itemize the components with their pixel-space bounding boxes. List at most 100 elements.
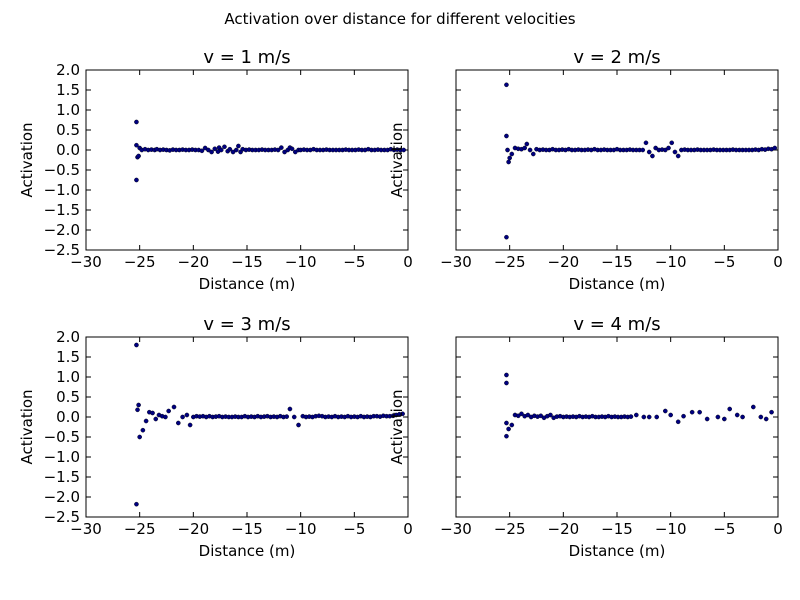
data-point	[134, 177, 139, 183]
data-point	[697, 409, 702, 415]
subplot-2: v = 2 m/s −30 −25 −20 −15 −10 −5 0 Distance (m) A…	[388, 47, 783, 293]
subplot-title: v = 2 m/s	[573, 47, 660, 68]
subplot-1: v = 1 m/s −30 −25 −20 −15 −10 −5 0 2.0 1.5 1.0 0.5 0…	[18, 47, 413, 293]
data-point	[509, 151, 515, 157]
y-tick-label: −1.5	[44, 468, 80, 486]
data-point	[522, 145, 527, 151]
x-tick-label: −10	[655, 253, 687, 271]
data-point	[140, 427, 146, 433]
data-point	[666, 145, 671, 151]
data-point	[763, 416, 769, 422]
data-point	[212, 146, 218, 152]
data-point	[137, 434, 142, 440]
x-tick-label: −25	[124, 253, 156, 271]
x-tick-label: −5	[343, 520, 365, 538]
data-point	[772, 145, 778, 151]
data-point	[233, 147, 239, 153]
data-point	[530, 151, 536, 157]
y-tick-label: −0.5	[44, 428, 80, 446]
axes-frame	[85, 69, 409, 251]
data-point	[134, 119, 139, 125]
scatter-series	[134, 342, 405, 507]
y-tick-label: −2.0	[44, 488, 80, 506]
x-tick-label: −10	[285, 253, 317, 271]
y-tick-label: −0.5	[44, 161, 80, 179]
data-point	[519, 411, 524, 417]
x-tick-label: −5	[713, 253, 735, 271]
x-axis-label: Distance (m)	[199, 275, 296, 293]
x-tick-label: −20	[548, 253, 580, 271]
data-point	[507, 155, 512, 161]
y-tick-label: −2.5	[44, 241, 80, 259]
x-tick-label: −20	[178, 520, 210, 538]
y-tick-label: 1.0	[56, 101, 80, 119]
x-tick-label: −10	[285, 520, 317, 538]
data-point	[715, 414, 721, 420]
data-point	[669, 140, 675, 146]
subplot-title: v = 4 m/s	[573, 314, 660, 335]
x-tick-label: −30	[440, 520, 472, 538]
x-axis-label: Distance (m)	[199, 542, 296, 560]
figure-suptitle: Activation over distance for different v…	[224, 10, 575, 28]
x-tick-label: 0	[773, 253, 783, 271]
data-point	[218, 147, 224, 153]
x-tick-label: −5	[713, 520, 735, 538]
data-point	[504, 234, 509, 240]
x-tick-label: −15	[601, 253, 633, 271]
data-point	[134, 342, 139, 348]
data-point	[646, 414, 652, 420]
data-point	[176, 420, 181, 426]
subplot-title: v = 1 m/s	[203, 47, 290, 68]
data-point	[681, 413, 686, 419]
data-point	[209, 149, 214, 155]
x-tick-label: 0	[773, 520, 783, 538]
data-point	[180, 414, 185, 420]
data-point	[504, 82, 509, 88]
x-tick-label: −30	[440, 253, 472, 271]
x-tick-label: −25	[494, 253, 526, 271]
axes-frame	[455, 69, 779, 251]
y-tick-label: −1.5	[44, 201, 80, 219]
x-tick-label: −30	[70, 520, 102, 538]
data-point	[136, 402, 141, 408]
x-axis-label: Distance (m)	[569, 275, 666, 293]
y-axis-label: Activation	[18, 122, 36, 197]
subplot-title: v = 3 m/s	[203, 314, 290, 335]
y-tick-label: 2.0	[56, 328, 80, 346]
y-tick-label: −1.0	[44, 181, 80, 199]
scatter-series	[504, 82, 778, 240]
y-tick-label: 0.0	[56, 141, 80, 159]
data-point	[689, 409, 695, 415]
y-axis-label: Activation	[18, 389, 36, 464]
data-point	[506, 426, 511, 432]
x-tick-label: 0	[403, 253, 413, 271]
data-point	[727, 406, 733, 412]
data-point	[134, 501, 139, 507]
data-point	[163, 414, 168, 420]
data-point	[227, 146, 233, 152]
x-tick-label: −15	[601, 520, 633, 538]
x-tick-label: −10	[655, 520, 687, 538]
y-tick-label: −2.5	[44, 508, 80, 526]
y-tick-label: 1.0	[56, 368, 80, 386]
data-point	[509, 422, 515, 428]
x-tick-label: −25	[494, 520, 526, 538]
data-point	[640, 147, 646, 153]
y-tick-label: −2.0	[44, 221, 80, 239]
y-tick-label: 1.5	[56, 348, 80, 366]
data-point	[643, 140, 649, 146]
x-tick-label: −15	[231, 253, 263, 271]
data-point	[769, 409, 774, 415]
data-point	[663, 408, 668, 414]
data-point	[504, 380, 509, 386]
y-axis-label: Activation	[388, 122, 406, 197]
data-point	[296, 422, 301, 428]
data-point	[524, 141, 530, 147]
data-point	[758, 414, 764, 420]
data-point	[279, 145, 284, 150]
data-point	[504, 420, 509, 426]
data-point	[166, 408, 171, 414]
data-point	[400, 411, 405, 417]
data-point	[548, 412, 553, 418]
